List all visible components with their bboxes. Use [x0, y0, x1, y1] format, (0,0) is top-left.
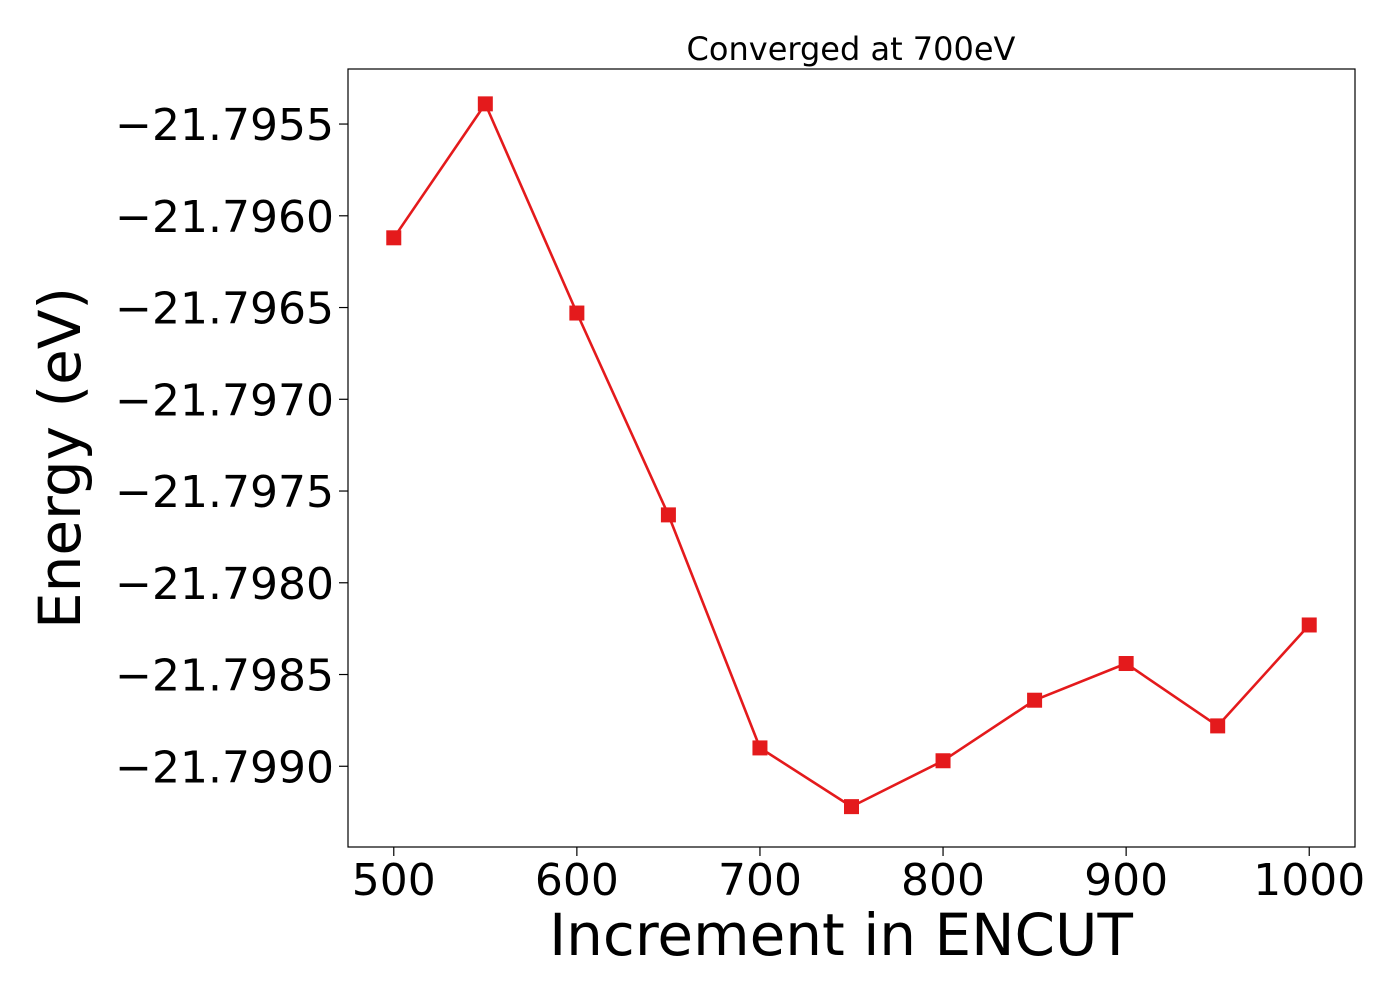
y-tick-label: −21.7990	[115, 742, 334, 793]
plot-frame	[347, 68, 1356, 848]
y-tick-label: −21.7965	[115, 284, 334, 335]
x-axis-label: Increment in ENCUT	[549, 901, 1133, 969]
x-tick-label: 1000	[1253, 855, 1365, 906]
y-axis-label: Energy (eV)	[26, 287, 94, 629]
y-tick-label: −21.7970	[115, 375, 334, 426]
x-tick-label: 800	[901, 855, 985, 906]
y-tick-label: −21.7960	[115, 192, 334, 243]
data-point-marker	[935, 753, 951, 769]
data-point-marker	[844, 799, 859, 815]
x-tick-label: 900	[1084, 855, 1168, 906]
data-point-marker	[660, 507, 676, 523]
data-point-marker	[1301, 617, 1317, 633]
data-point-marker	[477, 96, 493, 112]
data-point-marker	[1027, 692, 1043, 708]
series-group	[386, 96, 1317, 815]
y-tick-label: −21.7980	[115, 559, 334, 610]
x-tick-label: 500	[352, 855, 436, 906]
x-axis-ticks: 500 600 700 800 900 1000	[352, 847, 1365, 906]
y-axis-ticks: −21.7955 −21.7960 −21.7965 −21.7970 −21.7975…	[115, 100, 348, 793]
chart-title: Converged at 700eV	[687, 30, 1016, 68]
data-point-marker	[1118, 656, 1134, 672]
data-point-marker	[386, 230, 402, 246]
data-point-marker	[1210, 718, 1226, 734]
y-tick-label: −21.7985	[115, 651, 334, 702]
data-point-marker	[569, 305, 585, 321]
y-tick-label: −21.7955	[115, 100, 334, 151]
y-tick-label: −21.7975	[115, 467, 334, 518]
x-tick-label: 700	[718, 855, 802, 906]
x-tick-label: 600	[535, 855, 619, 906]
data-point-marker	[752, 740, 768, 756]
